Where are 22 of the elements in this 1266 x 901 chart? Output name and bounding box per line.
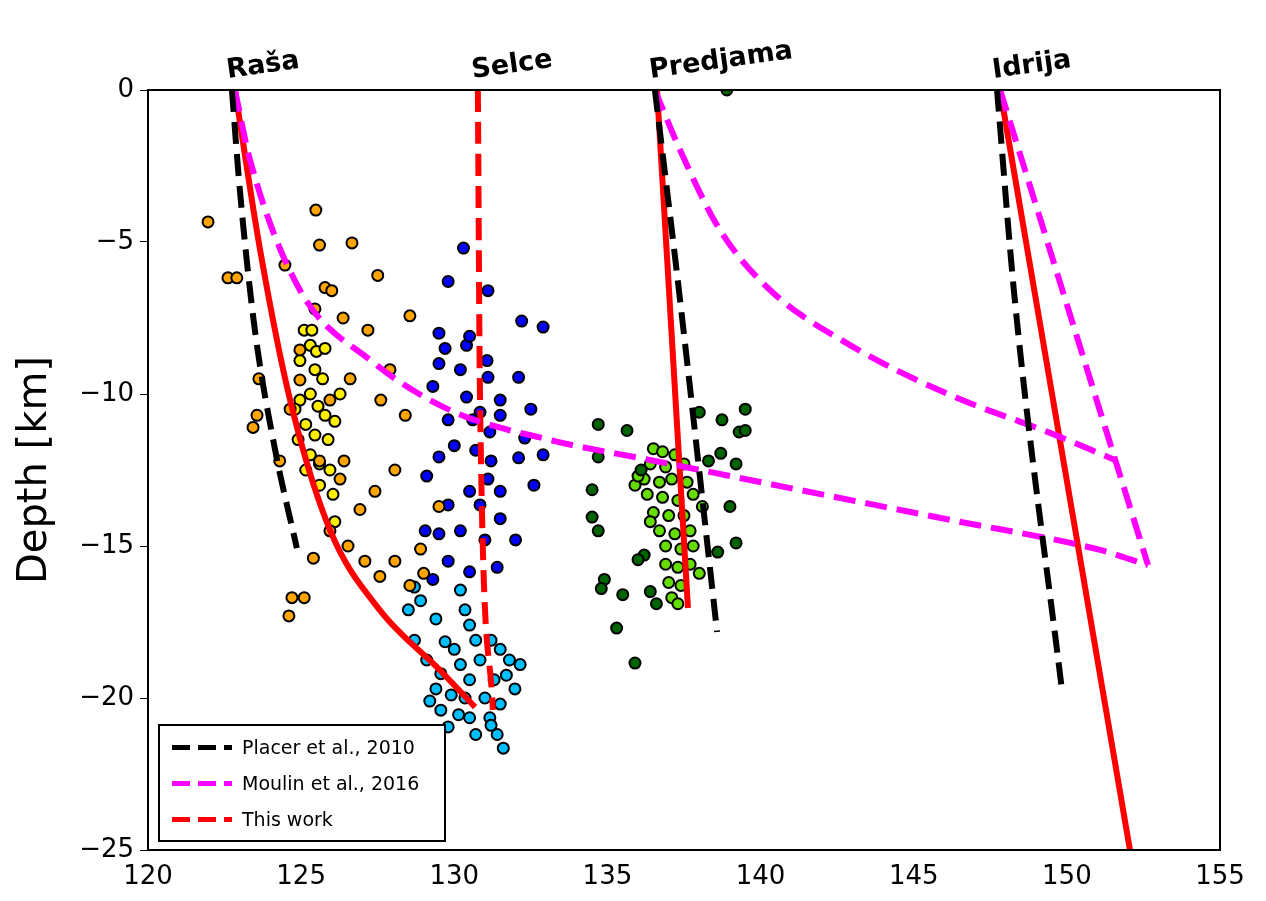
legend-label: Placer et al., 2010 — [242, 736, 415, 758]
x-tick-label: 155 — [1195, 860, 1245, 891]
legend-label: This work — [242, 808, 333, 830]
annotation: Idrija — [989, 42, 1073, 84]
x-tick-label: 125 — [276, 860, 326, 891]
annotation: Raša — [224, 43, 302, 84]
y-tick-label: 0 — [117, 72, 134, 103]
y-tick-label: −25 — [79, 832, 134, 863]
y-tick-label: −15 — [79, 528, 134, 559]
x-tick-label: 135 — [582, 860, 633, 891]
annotation: Predjama — [646, 33, 795, 84]
x-tick-label: 120 — [123, 860, 173, 891]
annotation: Selce — [469, 41, 555, 84]
y-tick-label: −10 — [79, 376, 134, 407]
legend-label: Moulin et al., 2016 — [242, 772, 420, 794]
y-tick-label: −5 — [95, 224, 134, 255]
x-tick-label: 130 — [429, 860, 480, 891]
x-tick-label: 145 — [888, 860, 939, 891]
y-tick-label: −20 — [79, 680, 134, 711]
y-axis-title: Depth [km] — [9, 356, 56, 584]
x-tick-label: 140 — [735, 860, 786, 891]
x-tick-label: 150 — [1042, 860, 1092, 891]
